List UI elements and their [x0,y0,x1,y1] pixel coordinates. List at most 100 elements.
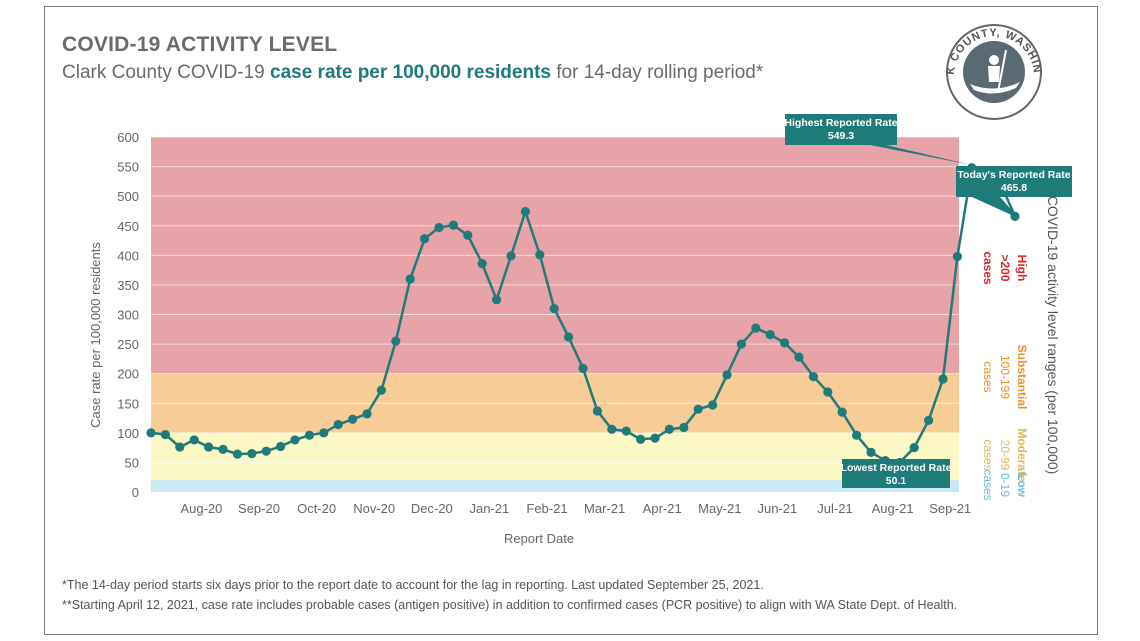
band-label-text: Moderate [1015,428,1029,482]
data-point [924,415,934,426]
y-tick-label: 400 [117,248,139,263]
data-point [952,251,963,262]
x-tick-label: Nov-20 [353,501,395,516]
data-point [160,430,170,440]
footnote-2: **Starting April 12, 2021, case rate inc… [62,598,958,612]
x-tick-label: Dec-20 [411,501,453,516]
y-tick-label: 250 [117,337,139,352]
data-point [477,259,487,269]
x-tick-label: Jun-21 [758,501,798,516]
data-point [492,295,502,305]
band-label-text: 0-19 [998,473,1012,497]
footnotes: *The 14-day period starts six days prior… [62,575,957,615]
data-point [448,220,458,230]
y-axis-ticks: 0 50 100 150 200 250 300 350 400 450 500 550 600 [117,130,139,500]
y-tick-label: 600 [117,130,139,145]
data-point [376,385,386,395]
data-point [693,404,703,414]
gridlines [151,136,959,463]
data-point [319,428,329,438]
data-point [290,435,300,445]
data-point [780,338,790,348]
data-point [463,230,473,240]
band-label-text: cases [981,469,995,500]
x-tick-label: Feb-21 [526,501,567,516]
data-point [405,274,415,284]
data-point [621,426,631,436]
data-point [175,442,185,452]
data-point [362,409,372,419]
data-point [866,447,876,457]
callout-box [785,114,897,145]
data-point [391,336,401,346]
callout-title: Today's Reported Rate [957,169,1070,181]
data-point [837,407,847,417]
band-moderate [151,432,959,481]
x-axis-ticks: Aug-20 Sep-20 Oct-20 Nov-20 Dec-20 Jan-21 Feb-… [180,501,971,516]
x-tick-label: Jan-21 [470,501,510,516]
data-point [276,441,286,452]
page-title: COVID-19 ACTIVITY LEVEL [62,33,338,56]
band-label-text: cases [981,361,995,392]
data-point [564,332,574,342]
y-tick-label: 0 [132,485,139,500]
callout-title: Lowest Reported Rate [841,462,952,474]
callout-box [956,166,1072,197]
data-point [823,387,833,397]
x-tick-label: Oct-20 [297,501,336,516]
y-tick-label: 100 [117,426,139,441]
y-tick-label: 350 [117,278,139,293]
footnote-1: *The 14-day period starts six days prior… [62,578,764,592]
data-point [420,234,430,244]
x-tick-label: Sep-20 [238,501,280,516]
data-point [232,449,242,459]
data-point [592,406,603,416]
callout-title: Highest Reported Rate [784,117,897,129]
data-point [650,433,660,443]
data-point [636,434,646,444]
x-tick-label: Sep-21 [929,501,971,516]
subtitle-post: for 14-day rolling period* [550,62,764,83]
data-point [204,442,214,452]
data-point [520,206,531,217]
callout-box [842,459,950,488]
data-point [679,422,689,433]
data-point [506,251,516,261]
data-point [808,372,819,382]
band-label-text: 100-199 [998,355,1012,399]
y-tick-label: 150 [117,396,139,411]
data-point [218,444,228,454]
data-point [751,323,761,333]
callout-pointer [870,145,972,165]
y-tick-label: 450 [117,219,139,234]
data-point [736,339,747,349]
x-tick-label: Jul-21 [817,501,852,516]
data-point [794,352,804,362]
band-label-text: >200 [998,254,1012,281]
data-point [909,443,919,453]
y-axis-label: Case rate per 100,000 residents [88,242,103,428]
x-tick-label: May-21 [698,501,741,516]
callout-value: 50.1 [886,475,907,487]
subtitle-pre: Clark County COVID-19 [62,62,271,83]
data-point [664,424,675,434]
x-tick-label: Mar-21 [584,501,625,516]
y-tick-label: 50 [125,455,139,470]
y-tick-label: 500 [117,189,139,204]
data-point [146,428,156,438]
data-point [578,363,588,373]
data-point [765,330,775,340]
right-axis-label: COVID-19 activity level ranges (per 100,… [1045,196,1061,475]
data-point [852,430,862,440]
data-point [434,222,444,233]
page-subtitle: Clark County COVID-19 case rate per 100,… [62,62,763,84]
band-label-text: Low [1015,473,1029,498]
data-point [189,435,199,445]
